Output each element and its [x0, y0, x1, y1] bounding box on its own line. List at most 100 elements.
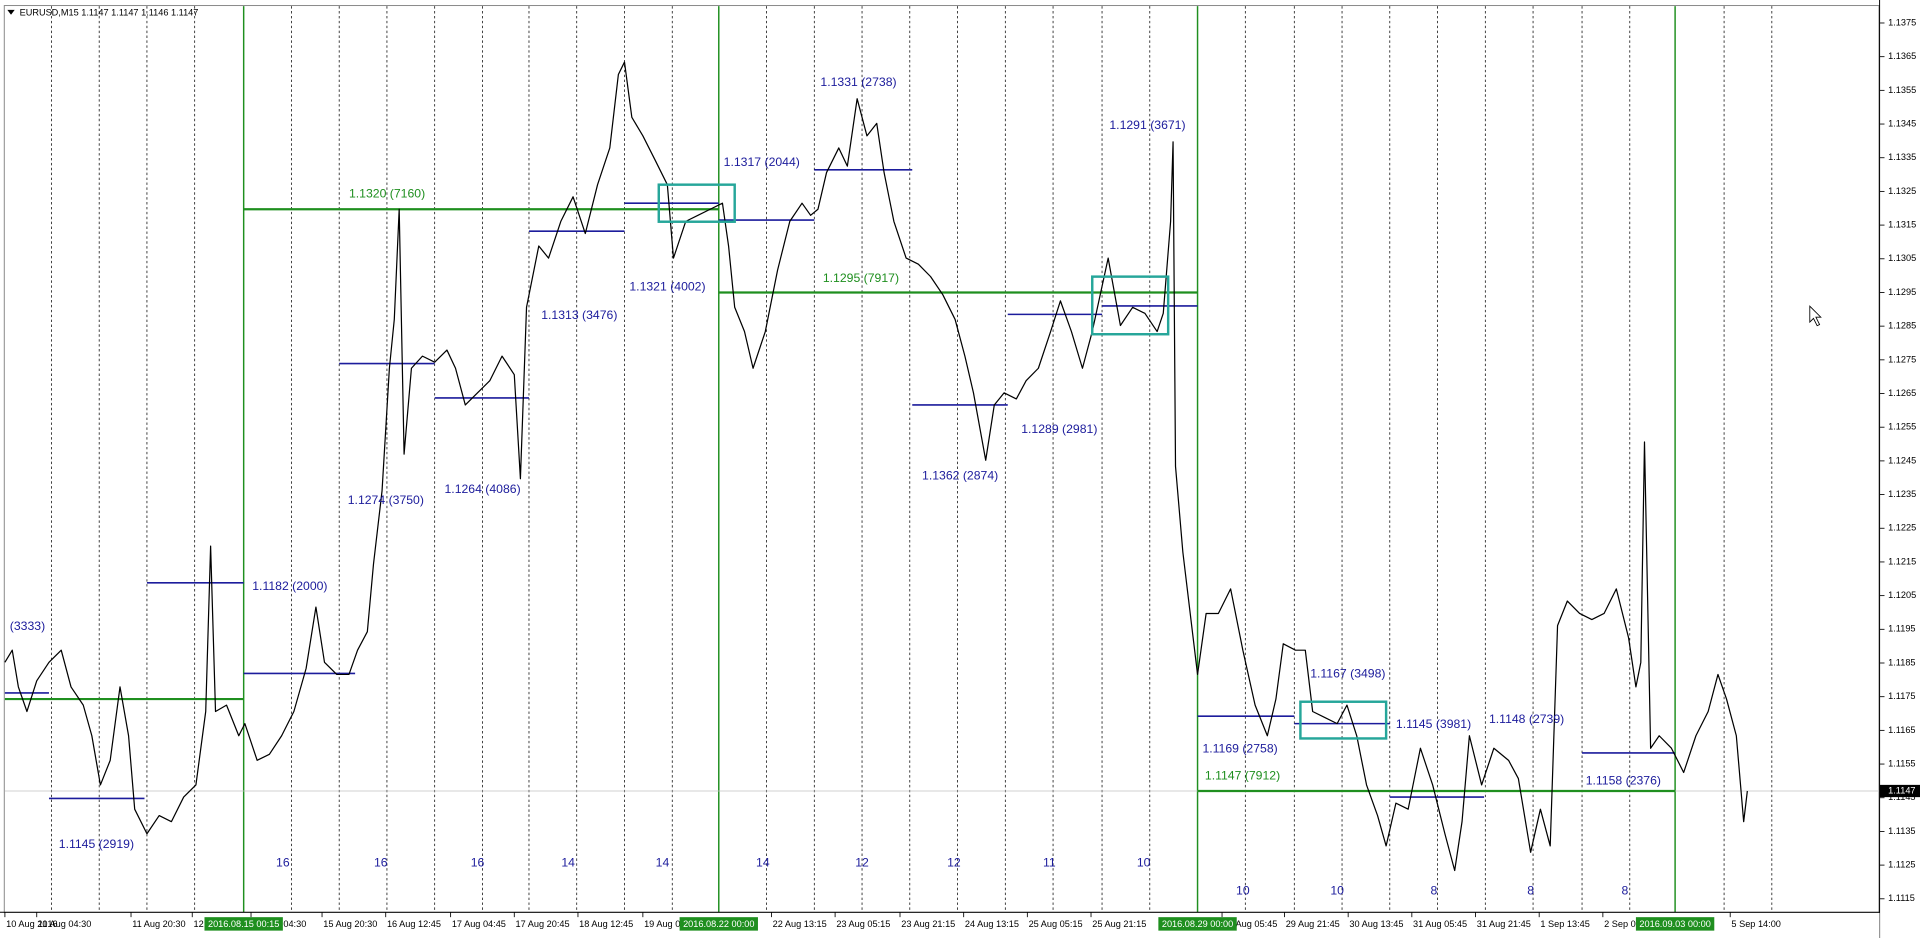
x-tick-label: 15 Aug 20:30: [323, 919, 377, 929]
y-tick-label: 1.1135: [1888, 826, 1915, 836]
x-tick-label: 17 Aug 04:45: [452, 919, 506, 929]
level-annotation: 1.1145 (2919): [59, 837, 134, 851]
x-tick-label: 31 Aug 05:45: [1413, 919, 1467, 929]
count-label: 8: [1430, 884, 1437, 898]
period-label: 2016.08.29 00:00: [1162, 919, 1233, 929]
x-tick-label: 2 Sep 05:45: [1604, 919, 1653, 929]
y-tick-label: 1.1235: [1888, 489, 1916, 499]
period-label: 2016.08.15 00:15: [208, 919, 279, 929]
y-tick-label: 1.1285: [1888, 321, 1916, 331]
y-tick-label: 1.1175: [1888, 691, 1915, 701]
level-annotation: 1.1182 (2000): [252, 579, 327, 593]
x-tick-label: 25 Aug 05:15: [1029, 919, 1083, 929]
level-annotation: 1.1317 (2044): [724, 155, 800, 169]
y-tick-label: 1.1315: [1888, 220, 1916, 230]
y-tick-label: 1.1375: [1888, 17, 1916, 27]
x-tick-label: 19 Aug 04:45: [644, 919, 698, 929]
level-annotation: 1.1145 (3981): [1396, 717, 1471, 731]
count-label: 16: [276, 856, 290, 870]
current-price-tag: [1879, 784, 1920, 798]
period-tag: [204, 917, 283, 931]
y-tick-label: 1.1245: [1888, 455, 1916, 465]
level-annotation: 1.1167 (3498): [1310, 667, 1385, 681]
level-annotation: 1.1331 (2738): [820, 75, 896, 89]
price-line: [4, 61, 1748, 872]
count-label: 14: [561, 856, 575, 870]
y-tick-label: 1.1215: [1888, 556, 1916, 566]
x-tick-label: 29 Aug 05:45: [1223, 919, 1277, 929]
y-axis-area: [1879, 0, 1920, 938]
x-tick-label: 30 Aug 13:45: [1349, 919, 1403, 929]
y-tick-label: 1.1165: [1888, 725, 1915, 735]
level-annotation: 1.1264 (4086): [444, 482, 520, 496]
level-annotation: 1.1274 (3750): [348, 493, 424, 507]
count-label: 11: [1043, 856, 1056, 870]
y-tick-label: 1.1365: [1888, 51, 1916, 61]
x-tick-label: 16 Aug 12:45: [387, 919, 441, 929]
y-tick-label: 1.1335: [1888, 152, 1916, 162]
count-label: 16: [471, 856, 485, 870]
x-tick-label: 22 Aug 13:15: [773, 919, 827, 929]
level-annotation: 1.1295 (7917): [823, 271, 899, 285]
y-tick-label: 1.1275: [1888, 354, 1916, 364]
highlight-box: [1299, 700, 1388, 740]
y-tick-label: 1.1345: [1888, 118, 1916, 128]
highlight-box: [657, 183, 736, 223]
x-tick-label: 29 Aug 21:45: [1286, 919, 1340, 929]
y-tick-label: 1.1125: [1888, 860, 1915, 870]
y-tick-label: 1.1205: [1888, 590, 1916, 600]
chart-title: EURUSD,M15 1.1147 1.1147 1.1146 1.1147: [20, 7, 199, 17]
y-tick-label: 1.1325: [1888, 186, 1916, 196]
y-tick-label: 1.1255: [1888, 422, 1916, 432]
period-tag: [1635, 917, 1715, 931]
mouse-cursor: [1809, 305, 1822, 327]
x-axis-area: [0, 912, 1880, 938]
y-tick-label: 1.1225: [1888, 523, 1916, 533]
count-label: 12: [947, 856, 961, 870]
level-annotation: 1.1289 (2981): [1021, 422, 1097, 436]
period-tag: [679, 917, 758, 931]
x-tick-label: 25 Aug 21:15: [1092, 919, 1146, 929]
y-tick-label: 1.1195: [1888, 624, 1915, 634]
level-annotation: 1.1321 (4002): [629, 280, 705, 294]
x-tick-label: 5 Sep 14:00: [1731, 919, 1780, 929]
count-label: 14: [756, 856, 770, 870]
count-label: 10: [1330, 884, 1344, 898]
count-label: 10: [1236, 884, 1250, 898]
y-tick-label: 1.1115: [1888, 893, 1915, 903]
x-tick-label: 31 Aug 21:45: [1477, 919, 1531, 929]
count-label: 8: [1527, 884, 1534, 898]
level-annotation: 1.1158 (2376): [1586, 773, 1661, 787]
x-tick-label: 17 Aug 20:45: [516, 919, 570, 929]
period-label: 2016.09.03 00:00: [1639, 919, 1710, 929]
level-annotation: 1.1362 (2874): [922, 468, 998, 482]
level-annotation: 1.1148 (2739): [1489, 712, 1564, 726]
x-tick-label: 11 Aug 20:30: [132, 919, 185, 929]
level-annotation: (3333): [10, 619, 45, 633]
x-tick-label: 18 Aug 12:45: [579, 919, 633, 929]
count-label: 10: [1137, 856, 1151, 870]
y-tick-label: 1.1145: [1888, 792, 1915, 802]
y-tick-label: 1.1185: [1888, 657, 1915, 667]
count-label: 14: [656, 856, 670, 870]
period-label: 2016.08.22 00:00: [683, 919, 754, 929]
y-tick-label: 1.1265: [1888, 388, 1916, 398]
x-tick-label: 24 Aug 13:15: [965, 919, 1019, 929]
period-tag: [1158, 917, 1237, 931]
x-tick-label: 10 Aug 2016: [6, 919, 58, 929]
level-annotation: 1.1320 (7160): [349, 187, 425, 201]
x-tick-label: 11 Aug 04:30: [38, 919, 91, 929]
y-tick-label: 1.1305: [1888, 253, 1916, 263]
count-label: 16: [374, 856, 388, 870]
y-tick-label: 1.1155: [1888, 758, 1915, 768]
level-annotation: 1.1291 (3671): [1109, 118, 1185, 132]
menu-triangle[interactable]: [7, 9, 15, 15]
y-tick-label: 1.1295: [1888, 287, 1916, 297]
x-tick-label: 1 Sep 13:45: [1540, 919, 1589, 929]
y-tick-label: 1.1355: [1888, 85, 1916, 95]
x-tick-label: 23 Aug 05:15: [836, 919, 890, 929]
highlight-box: [1091, 275, 1170, 336]
level-annotation: 1.1313 (3476): [541, 308, 617, 322]
